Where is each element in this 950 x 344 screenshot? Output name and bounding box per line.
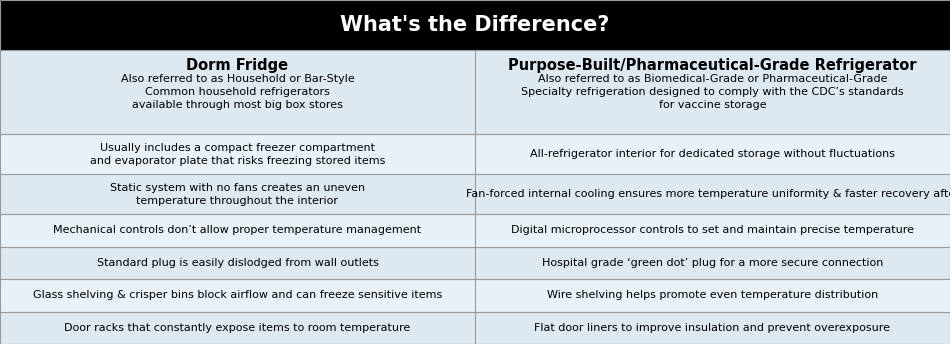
Text: Fan-forced internal cooling ensures more temperature uniformity & faster recover: Fan-forced internal cooling ensures more…	[466, 189, 950, 199]
Text: Also referred to as Biomedical-Grade or Pharmaceutical-Grade
Specialty refrigera: Also referred to as Biomedical-Grade or …	[522, 74, 903, 110]
Text: Standard plug is easily dislodged from wall outlets: Standard plug is easily dislodged from w…	[97, 258, 378, 268]
Text: Mechanical controls don’t allow proper temperature management: Mechanical controls don’t allow proper t…	[53, 225, 422, 235]
Bar	[0, 0, 950, 50]
Bar	[0, 279, 950, 312]
Text: Door racks that constantly expose items to room temperature: Door racks that constantly expose items …	[65, 323, 410, 333]
Bar	[0, 50, 950, 134]
Bar	[0, 312, 950, 344]
Text: What's the Difference?: What's the Difference?	[340, 15, 610, 35]
Bar	[0, 214, 950, 247]
Text: Also referred to as Household or Bar-Style
Common household refrigerators
availa: Also referred to as Household or Bar-Sty…	[121, 74, 354, 110]
Bar	[0, 247, 950, 279]
Text: Flat door liners to improve insulation and prevent overexposure: Flat door liners to improve insulation a…	[535, 323, 890, 333]
Text: Usually includes a compact freezer compartment
and evaporator plate that risks f: Usually includes a compact freezer compa…	[90, 143, 385, 166]
Text: Glass shelving & crisper bins block airflow and can freeze sensitive items: Glass shelving & crisper bins block airf…	[33, 290, 442, 300]
Bar	[0, 134, 950, 174]
Text: Purpose-Built/Pharmaceutical-Grade Refrigerator: Purpose-Built/Pharmaceutical-Grade Refri…	[508, 58, 917, 73]
Text: Static system with no fans creates an uneven
temperature throughout the interior: Static system with no fans creates an un…	[110, 183, 365, 206]
Bar	[0, 174, 950, 214]
Text: Digital microprocessor controls to set and maintain precise temperature: Digital microprocessor controls to set a…	[511, 225, 914, 235]
Text: Dorm Fridge: Dorm Fridge	[186, 58, 289, 73]
Text: Hospital grade ‘green dot’ plug for a more secure connection: Hospital grade ‘green dot’ plug for a mo…	[542, 258, 884, 268]
Text: Wire shelving helps promote even temperature distribution: Wire shelving helps promote even tempera…	[547, 290, 878, 300]
Text: All-refrigerator interior for dedicated storage without fluctuations: All-refrigerator interior for dedicated …	[530, 149, 895, 159]
